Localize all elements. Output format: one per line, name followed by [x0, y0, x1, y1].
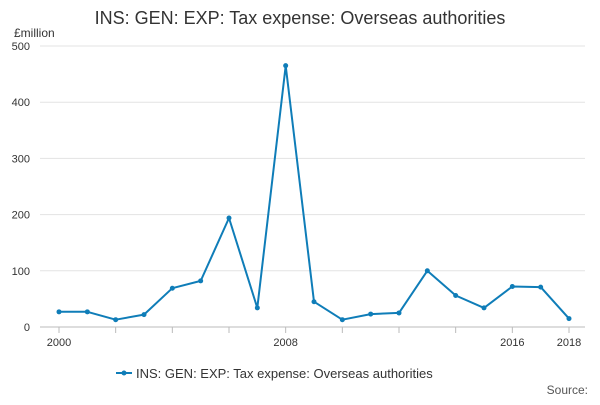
- data-point: [311, 299, 317, 305]
- data-point: [339, 317, 345, 323]
- legend[interactable]: INS: GEN: EXP: Tax expense: Overseas aut…: [116, 366, 433, 381]
- series-line: [59, 64, 570, 321]
- data-point: [84, 309, 90, 315]
- y-axis-unit-label: £million: [14, 26, 55, 40]
- chart-title: INS: GEN: EXP: Tax expense: Overseas aut…: [95, 8, 506, 28]
- y-tick-label: 400: [12, 97, 30, 109]
- x-tick-label: 2000: [47, 337, 71, 349]
- x-axis: 2000 2008 2016 2018: [40, 326, 585, 349]
- y-tick-label: 300: [12, 153, 30, 165]
- series-layer: [56, 63, 572, 323]
- x-tick-label: 2018: [557, 337, 581, 349]
- data-point: [453, 293, 459, 299]
- data-point: [283, 63, 289, 69]
- data-point: [198, 278, 204, 284]
- data-point: [538, 284, 544, 290]
- y-tick-label: 100: [12, 266, 30, 278]
- legend-label: INS: GEN: EXP: Tax expense: Overseas aut…: [136, 366, 433, 381]
- y-axis-ticks: 0 100 200 300 400 500: [12, 41, 30, 334]
- data-point: [56, 309, 62, 315]
- data-point: [113, 317, 119, 323]
- data-point: [396, 310, 402, 316]
- data-point: [424, 268, 430, 274]
- y-tick-label: 200: [12, 210, 30, 222]
- source-label: Source:: [547, 383, 588, 397]
- data-point: [141, 312, 147, 318]
- y-tick-label: 0: [24, 322, 30, 334]
- x-tick-label: 2008: [273, 337, 297, 349]
- data-point: [368, 311, 374, 317]
- y-tick-label: 500: [12, 41, 30, 53]
- data-point: [169, 285, 175, 291]
- data-point: [509, 284, 515, 290]
- data-point: [481, 305, 487, 311]
- legend-swatch-marker: [121, 370, 127, 376]
- data-point: [254, 305, 260, 311]
- x-tick-label: 2016: [500, 337, 524, 349]
- gridlines: [40, 45, 585, 272]
- data-point: [226, 215, 232, 221]
- data-point: [566, 316, 572, 322]
